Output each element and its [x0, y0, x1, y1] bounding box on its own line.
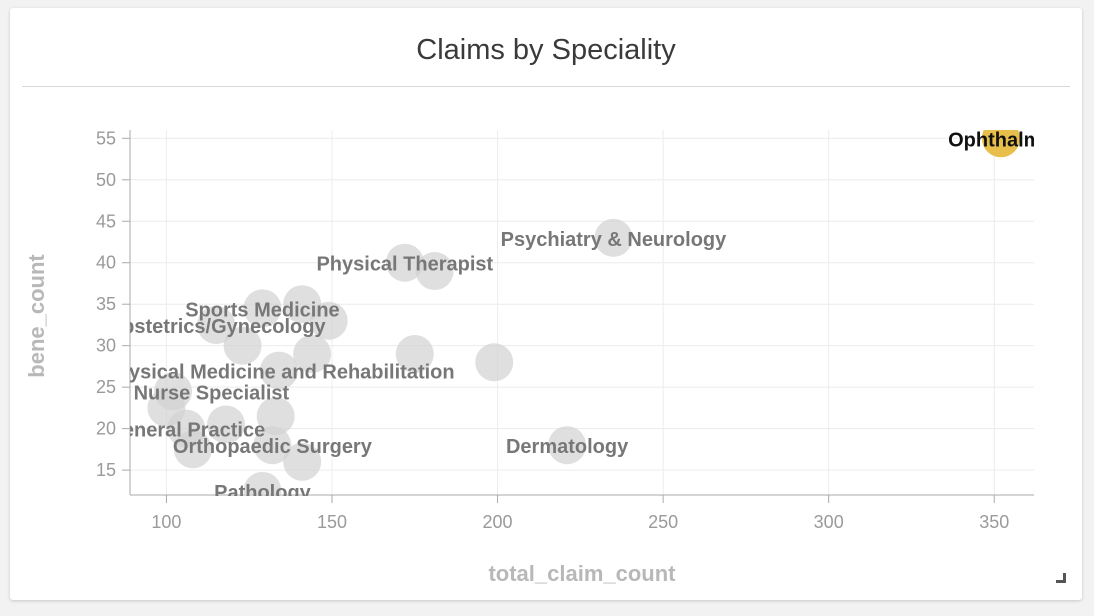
y-tick-label: 40: [96, 253, 116, 273]
scatter-point[interactable]: [256, 397, 295, 436]
scatter-point[interactable]: [415, 252, 454, 291]
chart-card: Claims by Speciality 100 150 200 250 300 350 1…: [10, 8, 1082, 600]
x-tick-label: 200: [483, 512, 513, 532]
y-axis-label: bene_count: [24, 254, 49, 378]
scatter-point[interactable]: [243, 289, 282, 328]
scatter-point[interactable]: [283, 442, 322, 481]
x-tick-label: 100: [151, 512, 181, 532]
point-label: Ophthalmo: [948, 129, 1054, 151]
y-tick-label: 55: [96, 128, 116, 148]
scatter-point[interactable]: [293, 334, 332, 373]
point-label: Physical Medicine and Rehabilitation: [103, 362, 454, 384]
point-label: Obstetrics/Gynecology: [107, 316, 327, 338]
point-label: Dermatology: [506, 436, 629, 458]
scatter-point[interactable]: [395, 334, 434, 373]
resize-handle[interactable]: [1056, 573, 1066, 583]
scatter-point[interactable]: [207, 405, 246, 444]
y-tick-label: 45: [96, 211, 116, 231]
point-label: Pathology: [214, 482, 312, 504]
x-tick-label: 350: [979, 512, 1009, 532]
x-tick-label: 150: [317, 512, 347, 532]
point-label: Psychiatry & Neurology: [501, 229, 728, 251]
scatter-point[interactable]: [594, 218, 633, 257]
scatter-point[interactable]: [243, 471, 282, 510]
scatter-point[interactable]: [173, 430, 212, 469]
scatter-chart[interactable]: 100 150 200 250 300 350 15 20 25 30 35 40 45 50 55 Oph…: [10, 8, 1082, 600]
scatter-point[interactable]: [309, 301, 348, 340]
y-tick-label: 15: [96, 460, 116, 480]
x-tick-label: 250: [648, 512, 678, 532]
scatter-point[interactable]: [260, 351, 299, 390]
chart-title: Claims by Speciality: [416, 34, 676, 66]
scatter-point[interactable]: [475, 343, 514, 382]
scatter-point-highlighted[interactable]: [981, 119, 1020, 158]
y-tick-label: 25: [96, 377, 116, 397]
scatter-point[interactable]: [548, 426, 587, 465]
scatter-point[interactable]: [197, 305, 236, 344]
scatter-point[interactable]: [223, 326, 262, 365]
y-tick-label: 30: [96, 336, 116, 356]
title-divider: [22, 86, 1070, 87]
point-label: Sports Medicine: [185, 299, 339, 321]
x-tick-label: 300: [814, 512, 844, 532]
point-label: General Practice: [107, 420, 265, 442]
y-tick-label: 20: [96, 419, 116, 439]
y-tick-label: 50: [96, 170, 116, 190]
y-tick-label: 35: [96, 294, 116, 314]
scatter-point[interactable]: [253, 426, 292, 465]
scatter-point[interactable]: [385, 243, 424, 282]
point-label: Clinical Nurse Specialist: [57, 382, 290, 404]
point-label: Physical Therapist: [316, 254, 493, 276]
point-label: Orthopaedic Surgery: [173, 436, 373, 458]
x-axis-label: total_claim_count: [488, 561, 676, 586]
